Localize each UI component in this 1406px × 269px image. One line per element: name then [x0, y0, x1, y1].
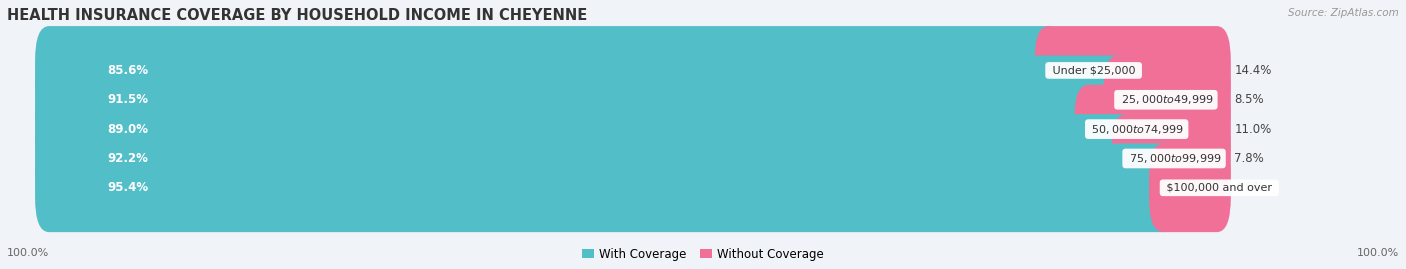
Text: 100.0%: 100.0% — [7, 248, 49, 258]
Text: Under $25,000: Under $25,000 — [1049, 65, 1139, 75]
Text: 4.6%: 4.6% — [1234, 181, 1264, 194]
FancyBboxPatch shape — [1149, 143, 1230, 232]
Text: 11.0%: 11.0% — [1234, 123, 1271, 136]
FancyBboxPatch shape — [1104, 55, 1230, 144]
Text: $25,000 to $49,999: $25,000 to $49,999 — [1118, 93, 1215, 106]
Text: 91.5%: 91.5% — [107, 93, 149, 106]
Text: 8.5%: 8.5% — [1234, 93, 1264, 106]
Text: 89.0%: 89.0% — [107, 123, 149, 136]
Text: $50,000 to $74,999: $50,000 to $74,999 — [1088, 123, 1185, 136]
FancyBboxPatch shape — [35, 55, 1230, 144]
Text: 100.0%: 100.0% — [1357, 248, 1399, 258]
FancyBboxPatch shape — [1035, 26, 1230, 115]
FancyBboxPatch shape — [35, 143, 1177, 232]
Text: 95.4%: 95.4% — [107, 181, 149, 194]
FancyBboxPatch shape — [35, 55, 1132, 144]
FancyBboxPatch shape — [35, 85, 1102, 174]
FancyBboxPatch shape — [1074, 85, 1230, 174]
Legend: With Coverage, Without Coverage: With Coverage, Without Coverage — [578, 243, 828, 265]
FancyBboxPatch shape — [35, 85, 1230, 174]
FancyBboxPatch shape — [35, 143, 1230, 232]
Text: 14.4%: 14.4% — [1234, 64, 1271, 77]
Text: 7.8%: 7.8% — [1234, 152, 1264, 165]
FancyBboxPatch shape — [35, 26, 1230, 115]
Text: 85.6%: 85.6% — [107, 64, 149, 77]
Text: Source: ZipAtlas.com: Source: ZipAtlas.com — [1288, 8, 1399, 18]
Text: 92.2%: 92.2% — [107, 152, 149, 165]
Text: $100,000 and over: $100,000 and over — [1163, 183, 1275, 193]
FancyBboxPatch shape — [1112, 114, 1230, 203]
FancyBboxPatch shape — [35, 26, 1063, 115]
Text: HEALTH INSURANCE COVERAGE BY HOUSEHOLD INCOME IN CHEYENNE: HEALTH INSURANCE COVERAGE BY HOUSEHOLD I… — [7, 8, 588, 23]
FancyBboxPatch shape — [35, 114, 1230, 203]
Text: $75,000 to $99,999: $75,000 to $99,999 — [1126, 152, 1222, 165]
FancyBboxPatch shape — [35, 114, 1140, 203]
